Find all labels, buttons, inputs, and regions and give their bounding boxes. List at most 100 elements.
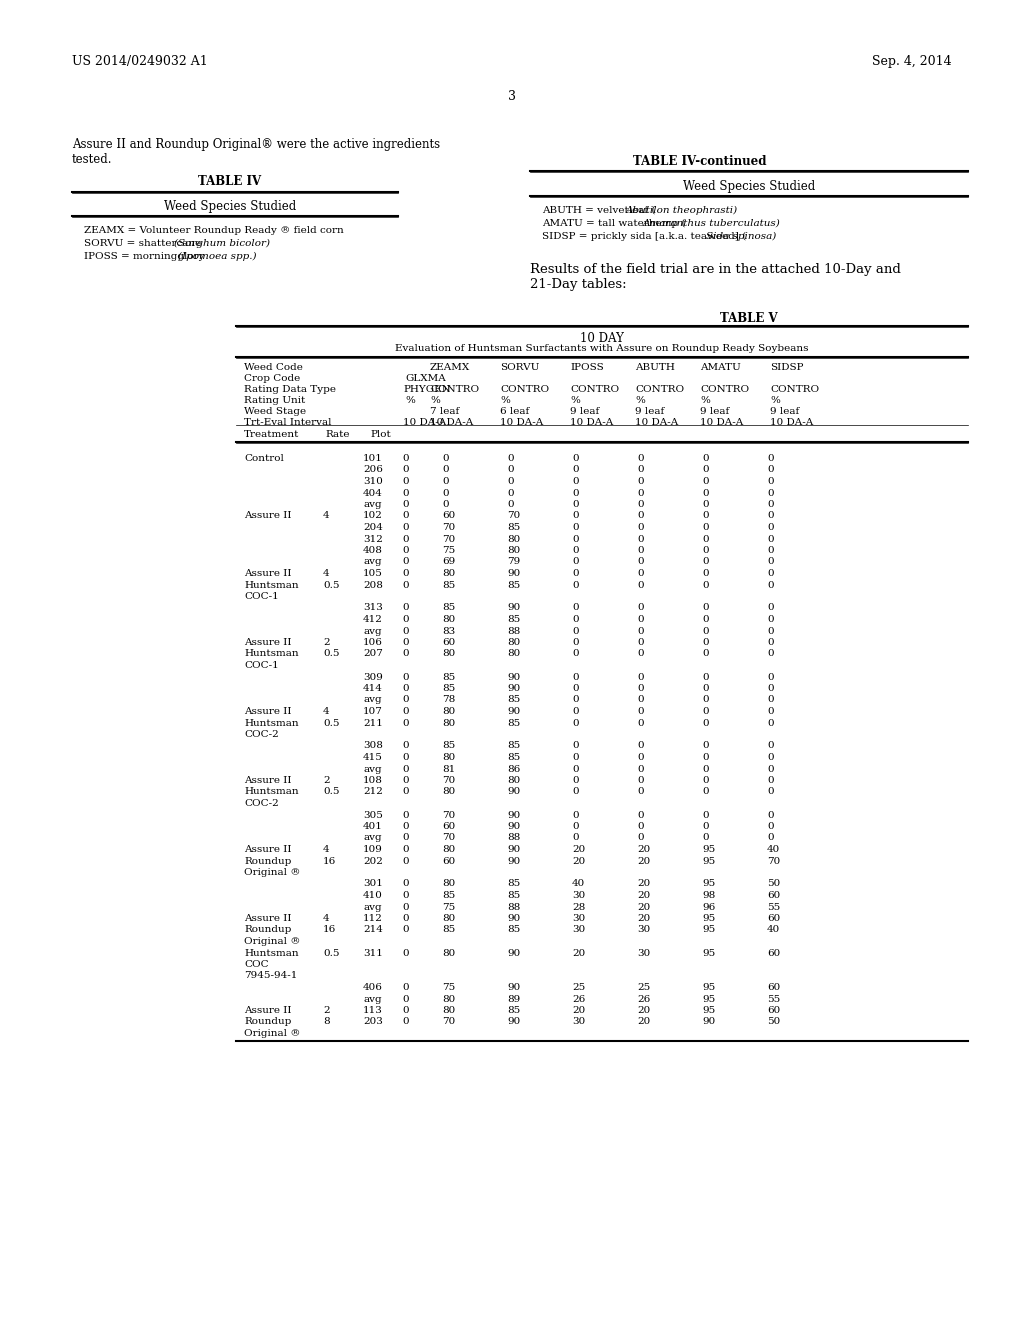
Text: 0: 0 bbox=[637, 511, 644, 520]
Text: 90: 90 bbox=[702, 1018, 715, 1027]
Text: 10 DA-A: 10 DA-A bbox=[700, 418, 743, 426]
Text: 0: 0 bbox=[767, 776, 773, 785]
Text: 0: 0 bbox=[702, 708, 709, 715]
Text: 0: 0 bbox=[767, 523, 773, 532]
Text: Amaranthus tuberculatus): Amaranthus tuberculatus) bbox=[643, 219, 780, 228]
Text: 70: 70 bbox=[442, 523, 456, 532]
Text: 0: 0 bbox=[637, 776, 644, 785]
Text: 0: 0 bbox=[767, 615, 773, 624]
Text: 98: 98 bbox=[702, 891, 715, 900]
Text: 0.5: 0.5 bbox=[323, 718, 340, 727]
Text: 408: 408 bbox=[362, 546, 383, 554]
Text: 404: 404 bbox=[362, 488, 383, 498]
Text: avg: avg bbox=[362, 903, 382, 912]
Text: 90: 90 bbox=[507, 822, 520, 832]
Text: 85: 85 bbox=[507, 615, 520, 624]
Text: %: % bbox=[500, 396, 510, 405]
Text: 105: 105 bbox=[362, 569, 383, 578]
Text: 70: 70 bbox=[507, 511, 520, 520]
Text: 414: 414 bbox=[362, 684, 383, 693]
Text: 0: 0 bbox=[702, 523, 709, 532]
Text: 0: 0 bbox=[572, 569, 579, 578]
Text: %: % bbox=[570, 396, 580, 405]
Text: 0: 0 bbox=[767, 684, 773, 693]
Text: 25: 25 bbox=[572, 983, 586, 993]
Text: 0: 0 bbox=[402, 615, 409, 624]
Text: 20: 20 bbox=[637, 845, 650, 854]
Text: 0: 0 bbox=[402, 649, 409, 659]
Text: 0: 0 bbox=[572, 764, 579, 774]
Text: 90: 90 bbox=[507, 857, 520, 866]
Text: 0: 0 bbox=[702, 603, 709, 612]
Text: (Ipomoea spp.): (Ipomoea spp.) bbox=[178, 252, 257, 261]
Text: Results of the field trial are in the attached 10-Day and
21-Day tables:: Results of the field trial are in the at… bbox=[530, 263, 901, 290]
Text: 0: 0 bbox=[767, 638, 773, 647]
Text: 301: 301 bbox=[362, 879, 383, 888]
Text: 0: 0 bbox=[402, 466, 409, 474]
Text: 0: 0 bbox=[507, 500, 514, 510]
Text: 20: 20 bbox=[637, 913, 650, 923]
Text: 0: 0 bbox=[637, 523, 644, 532]
Text: 9 leaf: 9 leaf bbox=[635, 407, 665, 416]
Text: avg: avg bbox=[362, 500, 382, 510]
Text: 0: 0 bbox=[572, 718, 579, 727]
Text: 0: 0 bbox=[767, 752, 773, 762]
Text: 0: 0 bbox=[637, 638, 644, 647]
Text: 0: 0 bbox=[572, 776, 579, 785]
Text: 85: 85 bbox=[507, 696, 520, 705]
Text: 80: 80 bbox=[507, 776, 520, 785]
Text: 16: 16 bbox=[323, 857, 336, 866]
Text: 214: 214 bbox=[362, 925, 383, 935]
Text: 0: 0 bbox=[442, 488, 449, 498]
Text: 406: 406 bbox=[362, 983, 383, 993]
Text: 0: 0 bbox=[572, 684, 579, 693]
Text: 95: 95 bbox=[702, 1006, 715, 1015]
Text: 0: 0 bbox=[507, 477, 514, 486]
Text: 20: 20 bbox=[637, 857, 650, 866]
Text: 86: 86 bbox=[507, 764, 520, 774]
Text: 80: 80 bbox=[507, 638, 520, 647]
Text: 0: 0 bbox=[572, 546, 579, 554]
Text: 20: 20 bbox=[572, 1006, 586, 1015]
Text: 0: 0 bbox=[572, 672, 579, 681]
Text: 0: 0 bbox=[402, 857, 409, 866]
Text: 0: 0 bbox=[402, 684, 409, 693]
Text: 96: 96 bbox=[702, 903, 715, 912]
Text: 0: 0 bbox=[637, 488, 644, 498]
Text: 0: 0 bbox=[702, 557, 709, 566]
Text: 0: 0 bbox=[702, 627, 709, 635]
Text: 40: 40 bbox=[767, 925, 780, 935]
Text: 0: 0 bbox=[702, 581, 709, 590]
Text: 0: 0 bbox=[402, 672, 409, 681]
Text: 95: 95 bbox=[702, 994, 715, 1003]
Text: 0: 0 bbox=[767, 788, 773, 796]
Text: 0: 0 bbox=[767, 477, 773, 486]
Text: 80: 80 bbox=[442, 994, 456, 1003]
Text: 7945-94-1: 7945-94-1 bbox=[244, 972, 297, 981]
Text: 0: 0 bbox=[572, 454, 579, 463]
Text: 10 DAY: 10 DAY bbox=[580, 333, 624, 345]
Text: Original ®: Original ® bbox=[244, 1030, 300, 1038]
Text: SORVU = shattercane: SORVU = shattercane bbox=[84, 239, 205, 248]
Text: 0: 0 bbox=[767, 603, 773, 612]
Text: 0: 0 bbox=[702, 810, 709, 820]
Text: 80: 80 bbox=[442, 615, 456, 624]
Text: 0: 0 bbox=[702, 615, 709, 624]
Text: 6 leaf: 6 leaf bbox=[500, 407, 529, 416]
Text: 311: 311 bbox=[362, 949, 383, 957]
Text: 90: 90 bbox=[507, 603, 520, 612]
Text: 0: 0 bbox=[402, 1018, 409, 1027]
Text: 80: 80 bbox=[442, 649, 456, 659]
Text: 0: 0 bbox=[767, 627, 773, 635]
Text: 0: 0 bbox=[402, 1006, 409, 1015]
Text: 0: 0 bbox=[402, 523, 409, 532]
Text: 85: 85 bbox=[507, 718, 520, 727]
Text: 95: 95 bbox=[702, 879, 715, 888]
Text: 90: 90 bbox=[507, 672, 520, 681]
Text: PHYGEN: PHYGEN bbox=[403, 385, 451, 393]
Text: 211: 211 bbox=[362, 718, 383, 727]
Text: 7 leaf: 7 leaf bbox=[430, 407, 459, 416]
Text: avg: avg bbox=[362, 764, 382, 774]
Text: 0: 0 bbox=[402, 810, 409, 820]
Text: SIDSP = prickly sida [a.k.a. teaweed] (: SIDSP = prickly sida [a.k.a. teaweed] ( bbox=[542, 232, 746, 242]
